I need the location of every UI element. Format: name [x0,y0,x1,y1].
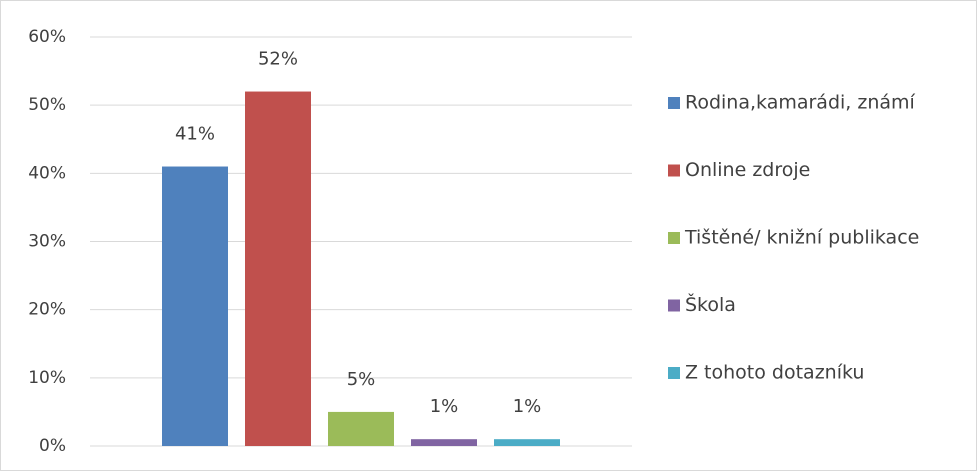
legend-label: Škola [685,292,736,316]
data-label: 1% [513,396,542,417]
legend-label: Rodina,kamarádi, známí [685,92,916,114]
legend-label: Online zdroje [685,159,810,181]
legend-swatch [668,232,680,244]
legend-swatch [668,164,680,177]
legend-swatch [668,299,680,312]
bar [328,411,394,446]
bar [494,439,560,446]
y-tick-label: 20% [28,300,66,320]
legend-label: Z tohoto dotazníku [685,362,864,384]
y-tick-label: 10% [28,368,66,388]
bar [162,166,228,446]
bar [245,91,311,447]
y-tick-label: 40% [28,163,66,183]
legend-label: Tištěné/ knižní publikace [684,227,919,249]
bar [411,439,477,446]
y-tick-label: 60% [28,27,66,47]
y-tick-label: 50% [28,95,66,115]
y-tick-label: 0% [39,436,66,456]
data-label: 52% [258,49,298,70]
data-label: 41% [175,124,215,145]
data-label: 1% [430,396,459,417]
y-tick-label: 30% [28,232,66,252]
legend-swatch [668,97,680,109]
data-label: 5% [347,369,376,390]
legend-swatch [668,367,680,379]
